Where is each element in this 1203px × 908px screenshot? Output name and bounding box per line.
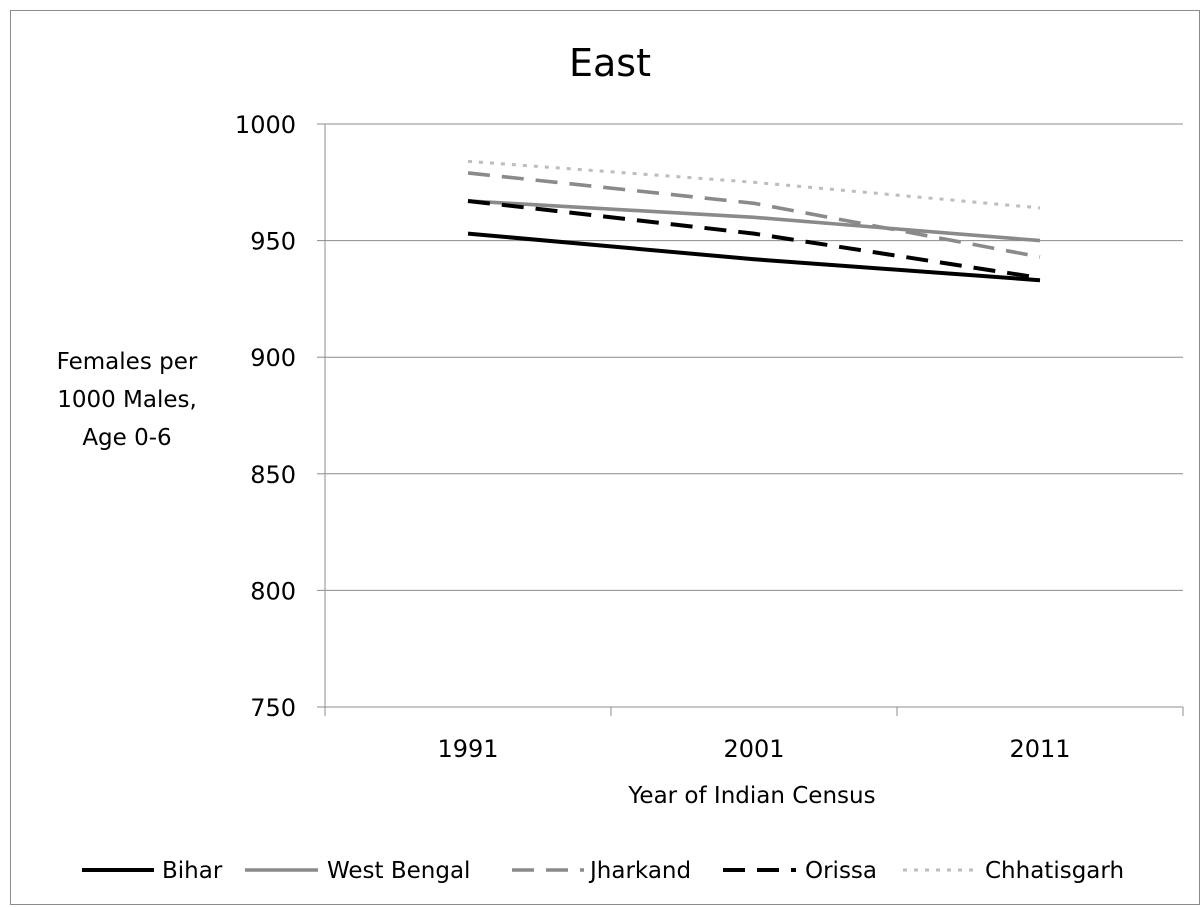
x-tick-label: 1991 bbox=[437, 735, 498, 763]
legend-item-jharkand: Jharkand bbox=[512, 858, 691, 884]
y-axis-label: Females per 1000 Males, Age 0-6 bbox=[57, 349, 198, 451]
legend-label: West Bengal bbox=[327, 858, 470, 884]
legend-label: Bihar bbox=[162, 858, 223, 884]
legend-label: Jharkand bbox=[588, 858, 691, 884]
gridlines bbox=[325, 123, 1183, 591]
x-tick-label: 2011 bbox=[1009, 735, 1070, 763]
y-tick-label: 1000 bbox=[235, 111, 296, 139]
x-tick-label: 2001 bbox=[723, 735, 784, 763]
y-tick-labels: 750 800 850 900 950 1000 bbox=[235, 111, 296, 722]
series-line-west-bengal bbox=[467, 199, 1041, 243]
legend-item-bihar: Bihar bbox=[82, 858, 223, 884]
y-tick-label: 750 bbox=[250, 694, 296, 722]
y-tick-label: 900 bbox=[250, 344, 296, 372]
series-line-jharkand bbox=[467, 171, 1041, 259]
chart-frame bbox=[10, 10, 1200, 905]
chart-title: East bbox=[569, 41, 651, 85]
series-line-bihar bbox=[467, 231, 1041, 283]
x-axis-label: Year of Indian Census bbox=[627, 783, 875, 809]
y-tick-label: 950 bbox=[250, 228, 296, 256]
y-axis-label-line: Age 0-6 bbox=[82, 425, 171, 451]
legend-item-chhatisgarh: Chhatisgarh bbox=[903, 858, 1124, 884]
series-lines bbox=[467, 159, 1041, 283]
series-line-orissa bbox=[467, 198, 1041, 280]
legend-item-orissa: Orissa bbox=[723, 858, 877, 884]
x-tick-labels: 1991 2001 2011 bbox=[437, 735, 1070, 763]
legend: Bihar West Bengal Jharkand Orissa Chhatisgar… bbox=[82, 858, 1124, 884]
y-tick-label: 800 bbox=[250, 577, 296, 605]
axes bbox=[317, 123, 1184, 716]
series-line-chhatisgarh bbox=[467, 159, 1041, 210]
y-tick-label: 850 bbox=[250, 461, 296, 489]
legend-item-west-bengal: West Bengal bbox=[245, 858, 470, 884]
y-axis-label-line: Females per bbox=[57, 349, 198, 375]
legend-label: Orissa bbox=[805, 858, 877, 884]
legend-label: Chhatisgarh bbox=[985, 858, 1124, 884]
y-axis-label-line: 1000 Males, bbox=[57, 387, 197, 413]
